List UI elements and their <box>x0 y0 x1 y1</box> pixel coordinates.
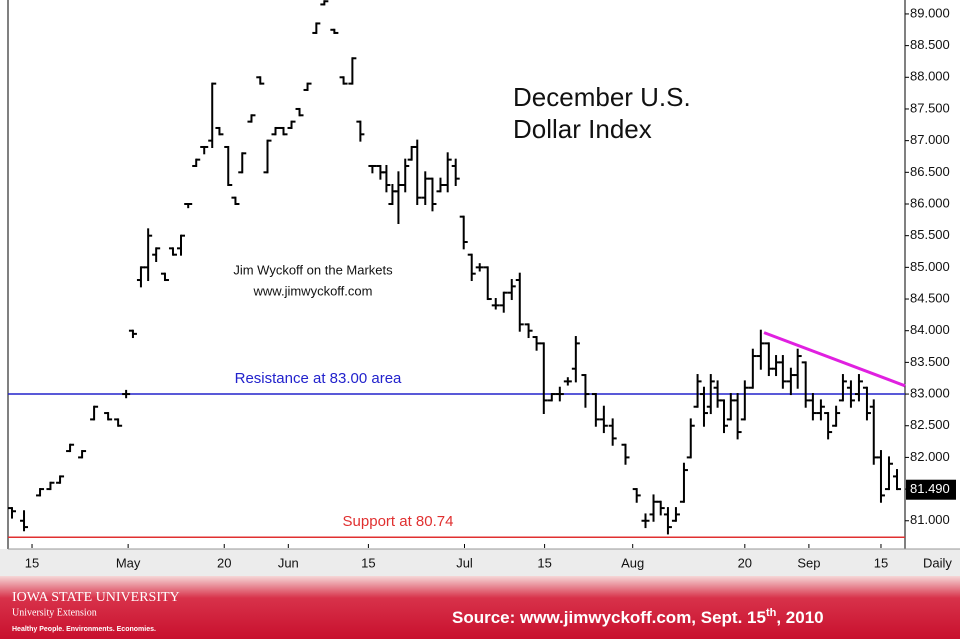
x-tick-label: 20 <box>738 555 752 570</box>
source-text: Source: www.jimwyckoff.com, Sept. 15 <box>452 608 766 627</box>
logo-tagline: Healthy People. Environments. Economies. <box>12 626 156 633</box>
y-tick-label: 84.000 <box>910 322 950 337</box>
x-axis-strip <box>0 549 960 576</box>
logo: Iowa State University <box>12 590 180 605</box>
x-tick-label: Jun <box>278 555 299 570</box>
x-tick-label: Sep <box>797 555 820 570</box>
x-tick-label: 15 <box>25 555 39 570</box>
y-tick-label: 87.500 <box>910 100 950 115</box>
last-price-box <box>906 479 956 500</box>
watermark: www.jimwyckoff.com <box>253 283 373 298</box>
source: Source: www.jimwyckoff.com, Sept. 15th, … <box>452 607 824 628</box>
logo-unit: University Extension <box>12 607 97 618</box>
x-tick-label: May <box>116 555 141 570</box>
x-tick-label: Jul <box>456 555 473 570</box>
y-tick-label: 85.000 <box>910 259 950 274</box>
y-tick-label: 88.000 <box>910 69 950 84</box>
source-text: , 2010 <box>776 608 823 627</box>
y-tick-label: 86.500 <box>910 164 950 179</box>
x-tick-label: 15 <box>361 555 375 570</box>
last-price-label: 81.490 <box>910 481 950 496</box>
y-tick-label: 85.500 <box>910 227 950 242</box>
resistance-label: Resistance at 83.00 area <box>235 370 402 387</box>
support-label: Support at 80.74 <box>343 513 454 530</box>
y-tick-label: 81.000 <box>910 512 950 527</box>
y-tick-label: 87.000 <box>910 132 950 147</box>
x-tick-label: 15 <box>537 555 551 570</box>
y-tick-label: 83.500 <box>910 354 950 369</box>
y-tick-label: 84.500 <box>910 290 950 305</box>
trendline <box>763 331 906 388</box>
source-sup: th <box>766 607 777 619</box>
y-tick-label: 86.000 <box>910 195 950 210</box>
y-tick-label: 89.000 <box>910 5 950 20</box>
x-tick-label: Aug <box>621 555 644 570</box>
x-tick-label: 15 <box>874 555 888 570</box>
chart-title: December U.S. <box>513 82 691 112</box>
y-tick-label: 82.500 <box>910 417 950 432</box>
y-tick-label: 88.500 <box>910 37 950 52</box>
footer-band <box>0 576 960 639</box>
y-tick-label: 83.000 <box>910 385 950 400</box>
x-tick-label: 20 <box>217 555 231 570</box>
chart-title: Dollar Index <box>513 114 652 144</box>
watermark: Jim Wyckoff on the Markets <box>233 262 393 277</box>
x-axis-label: Daily <box>923 555 952 570</box>
y-tick-label: 82.000 <box>910 449 950 464</box>
